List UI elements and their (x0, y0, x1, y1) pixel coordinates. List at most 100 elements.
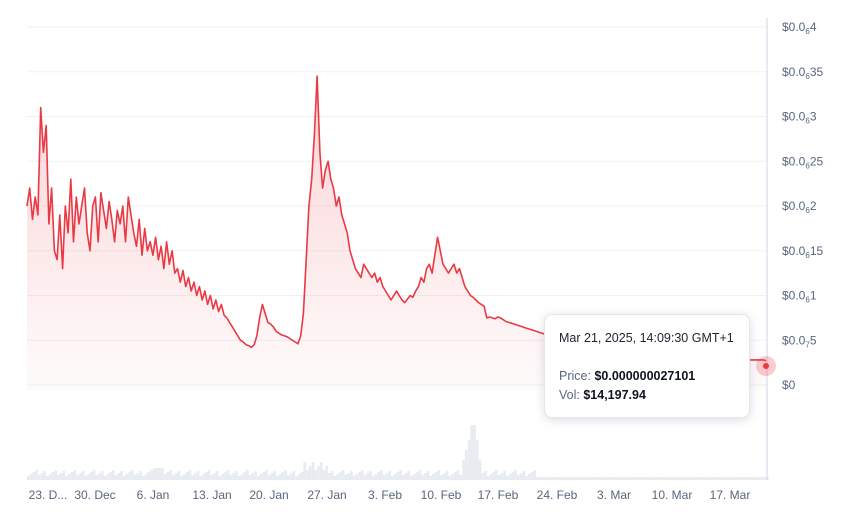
volume-bar (574, 477, 578, 480)
volume-bar (522, 471, 526, 480)
volume-bar (648, 477, 651, 480)
volume-bar (106, 474, 110, 480)
volume-bar (152, 468, 156, 480)
volume-bar (207, 470, 211, 480)
volume-bar (541, 477, 545, 480)
volume-bar (169, 470, 172, 480)
volume-bar (270, 473, 274, 480)
volume-bar (248, 475, 252, 480)
y-tick-label: $0.0615 (782, 244, 823, 260)
volume-bar (642, 477, 646, 480)
volume-bar (79, 473, 82, 480)
volume-bar (473, 425, 476, 480)
volume-bar (262, 472, 266, 480)
volume-bar (284, 470, 287, 480)
volume-bar (670, 477, 673, 480)
volume-bar (563, 477, 567, 480)
volume-bar (662, 477, 665, 480)
volume-bar (267, 475, 271, 480)
volume-bar (418, 470, 422, 480)
volume-bar (692, 477, 695, 480)
volume-bar (640, 477, 643, 480)
volume-bar (328, 473, 331, 480)
y-tick-label: $0.062 (782, 199, 817, 215)
volume-bar (489, 474, 493, 480)
volume-bar (273, 471, 276, 480)
volume-bar (287, 475, 290, 480)
x-tick-label: 3. Feb (368, 488, 402, 502)
volume-bar (760, 477, 764, 480)
volume-bar (344, 475, 348, 480)
y-tick-label: $0 (782, 378, 796, 392)
volume-bar (314, 470, 318, 480)
volume-bar (177, 471, 181, 480)
tooltip-price-value: $0.000000027101 (594, 369, 696, 383)
volume-bar (51, 472, 55, 480)
volume-bar (735, 477, 739, 480)
volume-bar (235, 471, 238, 480)
volume-bar (588, 477, 591, 480)
x-tick-label: 30. Dec (74, 488, 115, 502)
volume-bar (626, 477, 630, 480)
volume-bar (330, 471, 334, 480)
volume-bar (645, 477, 649, 480)
volume-bar (385, 473, 389, 480)
volume-bar (358, 472, 361, 480)
volume-bar (59, 473, 63, 480)
volume-bar (37, 475, 41, 480)
volume-bar (497, 475, 501, 480)
volume-bar (166, 472, 170, 480)
volume-bar (486, 476, 490, 480)
volume-bar (73, 470, 77, 480)
volume-bar (744, 477, 747, 480)
y-tick-label: $0.063 (782, 110, 817, 126)
volume-bar (100, 471, 104, 480)
volume-bar (703, 477, 706, 480)
volume-bar (172, 475, 175, 480)
volume-bar (174, 473, 178, 480)
volume-bar (185, 472, 189, 480)
volume-bar (237, 476, 241, 480)
volume-bar (371, 476, 375, 480)
volume-bar (139, 471, 142, 480)
volume-bar (240, 474, 244, 480)
volume-bar (412, 474, 416, 480)
volume-bar (336, 474, 339, 480)
volume-bar (308, 466, 312, 480)
volume-bar (454, 472, 457, 480)
volume-bar (374, 474, 378, 480)
volume-bar (738, 477, 742, 480)
hover-point (763, 363, 769, 369)
volume-bar (727, 477, 731, 480)
x-tick-label: 17. Mar (710, 488, 751, 502)
volume-bar (593, 477, 597, 480)
volume-bar (492, 472, 495, 480)
volume-bar (730, 477, 734, 480)
volume-bar (716, 477, 720, 480)
volume-bar (651, 477, 654, 480)
volume-bar (404, 473, 408, 480)
volume-bar (500, 473, 504, 480)
volume-bar (144, 474, 148, 480)
volume-bar (84, 476, 88, 480)
volume-bar (46, 476, 49, 480)
volume-bar (615, 477, 619, 480)
volume-bar (467, 440, 471, 480)
volume-bar (194, 473, 197, 480)
volume-bar (629, 477, 632, 480)
volume-bar (421, 475, 424, 480)
volume-bar (40, 473, 44, 480)
y-tick-label: $0.061 (782, 289, 817, 305)
tooltip-vol-row: Vol: $14,197.94 (559, 386, 735, 405)
volume-bar (76, 475, 79, 480)
volume-bar (122, 476, 126, 480)
volume-bar (610, 477, 613, 480)
volume-bar (65, 476, 68, 480)
volume-bar (68, 474, 71, 480)
volume-bar (536, 477, 539, 480)
volume-bar (495, 470, 498, 480)
volume-bar (333, 476, 337, 480)
volume-bar (402, 475, 405, 480)
volume-bar (544, 477, 547, 480)
